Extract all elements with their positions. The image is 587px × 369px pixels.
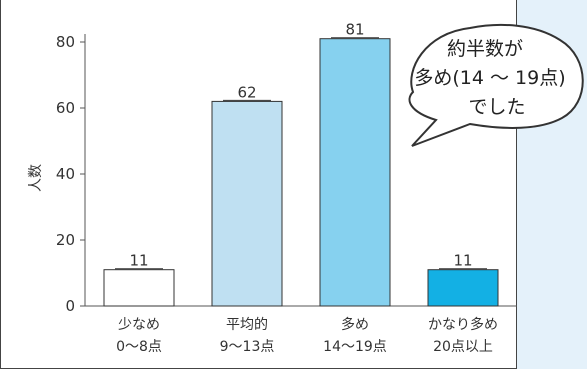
callout-shape <box>408 23 584 147</box>
callout-line-1: 約半数が <box>447 38 523 60</box>
bar-2 <box>319 38 391 307</box>
category-label-1-line2: 9～13点 <box>220 339 275 355</box>
category-label-3-line2: 20点以上 <box>433 339 493 355</box>
bar-0 <box>103 269 175 307</box>
data-label-2: 81 <box>345 21 364 39</box>
bars <box>103 38 499 307</box>
callout-line-3: でした <box>468 96 525 118</box>
bar-1 <box>211 100 283 307</box>
callout-line-2: 多め(14 ～ 19点) <box>414 67 565 89</box>
category-label-2-line1: 多め <box>341 316 369 333</box>
category-label-3-line1: かなり多め <box>428 316 498 333</box>
bar-3 <box>427 269 499 307</box>
y-tick-label-0: 0 <box>65 297 75 315</box>
category-label-1-line1: 平均的 <box>226 317 268 333</box>
callout-bubble: 約半数が 多め(14 ～ 19点) でした <box>408 23 584 147</box>
data-label-3: 11 <box>453 252 472 270</box>
data-label-0: 11 <box>129 252 148 270</box>
category-label-0-line2: 0～8点 <box>116 339 162 355</box>
y-tick-label-80: 80 <box>56 33 75 51</box>
y-axis-label: 人数 <box>28 164 44 192</box>
category-label-2-line2: 14～19点 <box>323 339 387 355</box>
y-tick-label-40: 40 <box>56 165 75 183</box>
data-label-1: 62 <box>237 83 256 101</box>
y-tick-label-20: 20 <box>56 231 75 249</box>
category-label-0-line1: 少なめ <box>118 317 160 333</box>
labels: 11 少なめ 0～8点 62 平均的 9～13点 81 多め 14～19点 11 かなり多め 20点以… <box>115 21 498 355</box>
y-tick-label-60: 60 <box>56 99 75 117</box>
